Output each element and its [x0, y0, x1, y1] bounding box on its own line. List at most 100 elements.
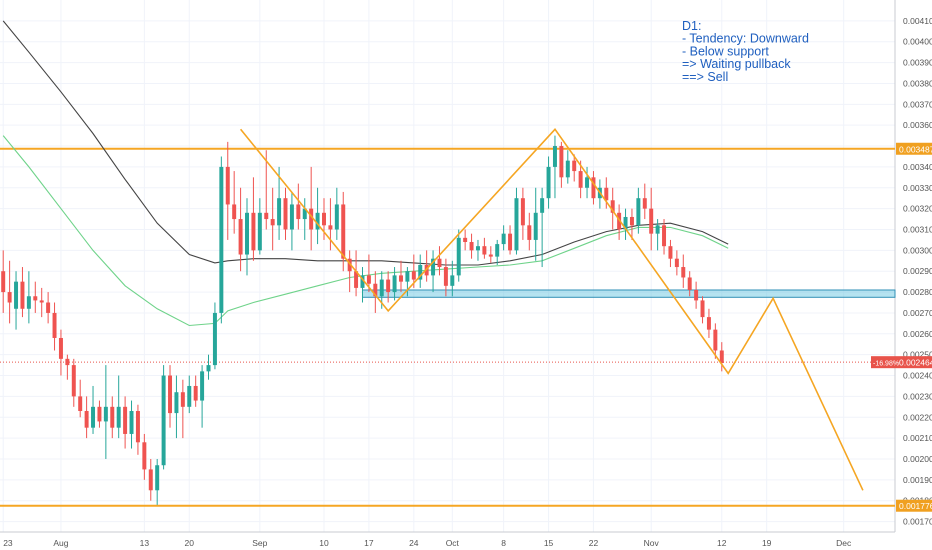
annotation-line: - Below support	[682, 44, 769, 58]
candle-body	[636, 198, 641, 226]
candle-body	[206, 365, 211, 372]
candle-body	[706, 317, 711, 330]
candle-body	[225, 166, 230, 205]
candle-body	[103, 406, 108, 422]
candle-body	[347, 258, 352, 272]
candle-body	[129, 410, 134, 434]
candle-body	[713, 329, 718, 351]
x-tick-label: 15	[544, 538, 554, 548]
candle-body	[373, 283, 378, 297]
candle-body	[450, 275, 455, 286]
candle-body	[366, 275, 371, 284]
candle-body	[71, 365, 76, 397]
candle-body	[257, 212, 262, 251]
support-price-label: 0.001776	[899, 501, 932, 511]
candle-body	[642, 198, 647, 209]
annotation-line: - Tendency: Downward	[682, 32, 809, 46]
candle-body	[302, 208, 307, 220]
candle-body	[97, 406, 102, 422]
candle-body	[623, 216, 628, 230]
candle-body	[392, 275, 397, 293]
candle-body	[219, 166, 224, 313]
x-tick-label: 13	[140, 538, 150, 548]
candle-body	[469, 242, 474, 251]
candle-body	[84, 410, 89, 428]
zigzag-projection	[239, 128, 864, 491]
candle-body	[681, 267, 686, 278]
candle-body	[463, 237, 468, 243]
candle-body	[360, 275, 365, 288]
candle-body	[418, 264, 423, 280]
candle-body	[443, 267, 448, 286]
candle-body	[264, 212, 269, 220]
candle-body	[514, 198, 519, 251]
x-tick-label: 17	[364, 538, 374, 548]
x-tick-label: 19	[762, 538, 772, 548]
candle-body	[488, 254, 493, 257]
annotation-line: ==> Sell	[682, 70, 728, 84]
annotation-line: => Waiting pullback	[682, 57, 791, 71]
candle-body	[309, 208, 314, 230]
candle-body	[546, 166, 551, 199]
candle-body	[456, 237, 461, 276]
candle-body	[700, 300, 705, 318]
candle-body	[1, 271, 6, 293]
candle-body	[168, 375, 173, 414]
candle-body	[655, 225, 660, 234]
candle-body	[52, 312, 57, 338]
x-tick-label: 22	[589, 538, 599, 548]
x-tick-label: 20	[185, 538, 195, 548]
x-tick-label: 12	[717, 538, 727, 548]
candle-body	[437, 258, 442, 268]
candle-body	[110, 406, 115, 428]
current-change-tag	[871, 356, 896, 369]
candle-body	[20, 281, 25, 309]
candle-body	[283, 198, 288, 230]
candle-body	[155, 465, 160, 491]
x-tick-label: Dec	[836, 538, 852, 548]
candle-body	[405, 271, 410, 282]
candle-body	[578, 171, 583, 188]
candle-body	[585, 177, 590, 188]
candle-body	[662, 225, 667, 247]
candle-body	[604, 187, 609, 201]
candle-body	[617, 212, 622, 230]
candle-body	[33, 296, 38, 301]
candle-body	[533, 212, 538, 240]
current-change-label: -16.98%	[873, 361, 899, 368]
support-price-tag	[896, 499, 932, 512]
x-tick-label: Aug	[53, 538, 68, 548]
resistance-price-tag	[896, 142, 932, 155]
x-tick-label: Oct	[446, 538, 460, 548]
candle-body	[398, 275, 403, 282]
candle-body	[296, 204, 301, 220]
candle-body	[572, 160, 577, 172]
candle-body	[520, 198, 525, 226]
resistance-price-label: 0.003487	[899, 144, 932, 154]
candle-body	[341, 204, 346, 259]
candle-body	[187, 385, 192, 407]
x-tick-label: 10	[319, 538, 329, 548]
x-tick-label: Sep	[252, 538, 267, 548]
current-price-tag	[896, 356, 932, 369]
x-tick-label: Nov	[644, 538, 660, 548]
candle-body	[411, 271, 416, 280]
candle-body	[386, 279, 391, 293]
candle-body	[694, 289, 699, 301]
support-zone	[361, 289, 896, 298]
candle-body	[39, 300, 44, 303]
